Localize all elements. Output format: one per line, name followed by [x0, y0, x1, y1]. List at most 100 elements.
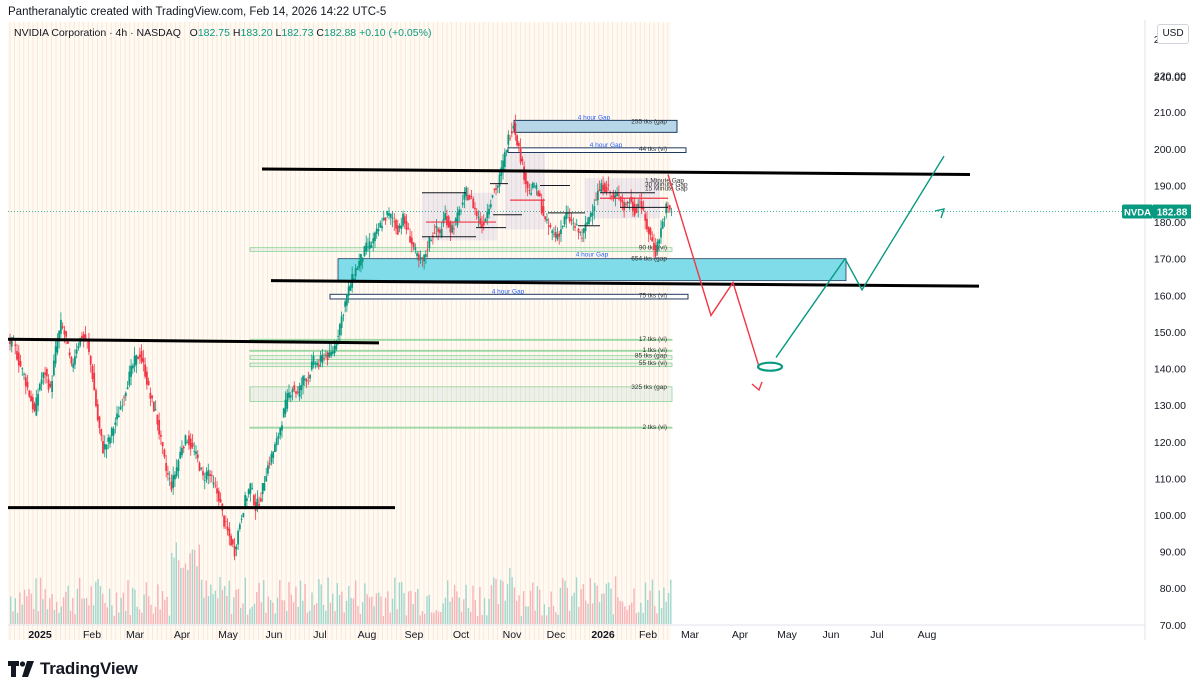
volume-bar — [442, 603, 444, 624]
candle-body — [42, 372, 45, 379]
volume-bar — [405, 615, 407, 624]
volume-bar — [69, 610, 72, 624]
volume-bar — [603, 593, 605, 624]
volume-bar — [552, 605, 555, 624]
candle-body — [75, 349, 78, 354]
candle-body — [417, 254, 420, 261]
volume-bar — [265, 612, 267, 624]
candle-body — [330, 351, 333, 356]
candle-body — [328, 352, 331, 357]
support-lines — [7, 167, 980, 510]
volume-bar — [407, 591, 410, 624]
candle-body — [88, 341, 90, 352]
candle-body — [193, 451, 196, 452]
candle-body — [175, 467, 178, 477]
consolidation-box — [505, 152, 545, 230]
candle-body — [212, 482, 215, 485]
x-tick-label: Feb — [83, 629, 101, 641]
candle-body — [605, 186, 608, 193]
volume-bar — [253, 603, 256, 624]
candle-body — [49, 383, 52, 387]
currency-button[interactable]: USD — [1157, 24, 1189, 44]
candle-body — [63, 330, 66, 335]
volume-bar — [343, 612, 345, 624]
candle-body — [374, 232, 376, 242]
volume-bar — [175, 542, 177, 624]
projection-up-arrowhead — [934, 208, 946, 219]
candle-body — [37, 393, 39, 406]
candle-body — [549, 225, 552, 228]
candle-body — [93, 372, 96, 391]
x-tick-label: May — [218, 629, 239, 641]
candle-body — [551, 230, 554, 234]
candle-body — [561, 225, 564, 228]
candle-body — [386, 211, 389, 216]
volume-bar — [640, 602, 642, 624]
candle-body — [484, 218, 487, 223]
volume-bar — [122, 592, 125, 624]
candle-body — [367, 246, 369, 248]
volume-bar — [451, 597, 453, 624]
candle-body — [181, 447, 183, 456]
candle-body — [547, 225, 550, 227]
volume-bar — [472, 585, 474, 624]
candle-body — [616, 192, 619, 197]
candle-body — [135, 354, 138, 365]
volume-bar — [260, 602, 263, 624]
candle-body — [582, 228, 585, 234]
candle-body — [186, 442, 189, 444]
candle-body — [635, 208, 638, 213]
candle-body — [509, 137, 511, 139]
volume-bar — [341, 591, 343, 624]
candle-body — [458, 209, 461, 216]
candle-body — [137, 356, 139, 360]
candle-body — [377, 229, 380, 232]
candle-body — [302, 376, 304, 386]
candle-body — [395, 219, 397, 229]
tradingview-logo[interactable]: TradingView — [8, 658, 138, 680]
volume-bar — [272, 602, 274, 624]
candle-body — [274, 444, 276, 453]
candle-body — [412, 242, 415, 247]
volume-bar — [19, 592, 21, 624]
volume-bar — [656, 613, 658, 624]
candle-body — [407, 228, 410, 230]
volume-bar — [180, 567, 182, 624]
volume-bar — [348, 585, 350, 624]
volume-bar — [651, 579, 654, 624]
volume-bar — [187, 569, 189, 624]
candle-body — [58, 330, 61, 342]
candle-body — [158, 420, 161, 435]
candle-body — [235, 547, 238, 550]
volume-bar — [628, 604, 631, 624]
projection-down-path — [667, 174, 760, 367]
candle-body — [574, 226, 576, 228]
candle-body — [428, 237, 431, 249]
volume-bar — [557, 614, 559, 624]
volume-bar — [545, 615, 548, 624]
candle-body — [323, 357, 325, 359]
volume-bar — [417, 588, 419, 624]
volume-bar — [14, 598, 16, 624]
candle-body — [68, 352, 71, 356]
timeframe-gap-label: 15 Minute Gap — [645, 186, 688, 193]
candle-body — [321, 354, 324, 363]
candle-body — [396, 225, 399, 235]
candle-body — [89, 355, 92, 365]
volume-bar — [141, 612, 143, 624]
volume-bar — [430, 612, 433, 624]
volume-bar — [161, 591, 164, 624]
volume-bar — [182, 567, 184, 624]
candle-body — [16, 351, 18, 360]
candle-body — [123, 396, 125, 398]
volume-bar — [428, 594, 430, 624]
volume-bar — [504, 600, 506, 624]
time-axis: 2025 Feb Mar Apr May Jun Jul Aug Sep Oct Nov Dec 202… — [8, 624, 1145, 641]
candle-body — [309, 374, 311, 379]
volume-bar — [269, 599, 272, 624]
candle-body — [116, 413, 118, 420]
volume-bar — [49, 598, 51, 624]
gap-zone-line — [249, 386, 673, 402]
projection — [667, 155, 946, 392]
